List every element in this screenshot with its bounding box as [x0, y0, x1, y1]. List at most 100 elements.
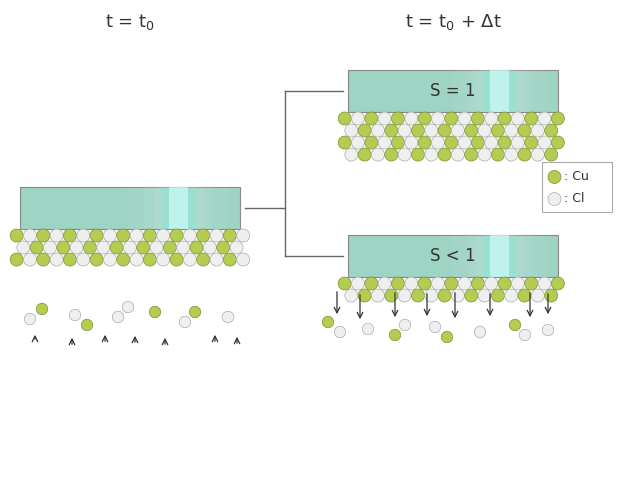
- Circle shape: [431, 277, 444, 290]
- Bar: [452, 235, 546, 277]
- Bar: [20, 187, 240, 229]
- Circle shape: [358, 124, 371, 137]
- Bar: [112, 187, 244, 229]
- Bar: [169, 187, 188, 229]
- Circle shape: [365, 277, 378, 290]
- Circle shape: [190, 241, 203, 254]
- Text: S < 1: S < 1: [430, 247, 476, 265]
- Circle shape: [538, 112, 551, 125]
- Circle shape: [451, 124, 465, 137]
- Circle shape: [385, 124, 398, 137]
- Circle shape: [170, 253, 183, 266]
- Circle shape: [398, 148, 411, 161]
- Circle shape: [458, 112, 471, 125]
- Circle shape: [143, 229, 156, 242]
- Circle shape: [217, 241, 230, 254]
- Circle shape: [538, 136, 551, 149]
- Circle shape: [150, 306, 161, 318]
- Circle shape: [445, 136, 458, 149]
- Circle shape: [43, 241, 56, 254]
- Circle shape: [179, 316, 191, 328]
- Circle shape: [184, 229, 197, 242]
- Circle shape: [509, 319, 521, 331]
- Bar: [129, 187, 228, 229]
- Circle shape: [338, 277, 351, 290]
- Circle shape: [24, 313, 36, 325]
- Bar: [413, 235, 586, 277]
- Circle shape: [10, 229, 23, 242]
- Text: : Cu: : Cu: [564, 170, 589, 184]
- Bar: [348, 235, 558, 277]
- Bar: [436, 70, 562, 112]
- Bar: [489, 70, 509, 112]
- Circle shape: [150, 241, 163, 254]
- Circle shape: [17, 241, 30, 254]
- Circle shape: [472, 112, 485, 125]
- Circle shape: [365, 136, 378, 149]
- Circle shape: [412, 124, 425, 137]
- Circle shape: [10, 253, 23, 266]
- Circle shape: [498, 112, 511, 125]
- Circle shape: [511, 277, 525, 290]
- Circle shape: [378, 136, 391, 149]
- Circle shape: [445, 277, 458, 290]
- Text: t = t$_0$: t = t$_0$: [105, 12, 155, 32]
- Circle shape: [505, 148, 518, 161]
- Circle shape: [358, 148, 371, 161]
- Circle shape: [391, 112, 404, 125]
- Circle shape: [478, 148, 491, 161]
- Bar: [468, 70, 531, 112]
- Circle shape: [391, 136, 404, 149]
- Circle shape: [544, 148, 557, 161]
- Circle shape: [110, 241, 123, 254]
- Text: t = t$_0$ + $\Delta$t: t = t$_0$ + $\Delta$t: [405, 12, 501, 32]
- Circle shape: [37, 229, 50, 242]
- Circle shape: [189, 306, 201, 318]
- Circle shape: [184, 253, 197, 266]
- Circle shape: [412, 289, 425, 302]
- Circle shape: [37, 253, 50, 266]
- Circle shape: [405, 136, 418, 149]
- Circle shape: [389, 329, 400, 341]
- Bar: [476, 70, 523, 112]
- Circle shape: [511, 136, 525, 149]
- Circle shape: [398, 124, 411, 137]
- Circle shape: [69, 309, 81, 321]
- Bar: [162, 187, 195, 229]
- Circle shape: [451, 289, 465, 302]
- Circle shape: [345, 148, 358, 161]
- Circle shape: [485, 112, 497, 125]
- Circle shape: [143, 253, 156, 266]
- Circle shape: [518, 148, 531, 161]
- Circle shape: [30, 241, 43, 254]
- Bar: [476, 235, 523, 277]
- Circle shape: [77, 253, 90, 266]
- Circle shape: [57, 241, 70, 254]
- Circle shape: [544, 289, 557, 302]
- Bar: [436, 235, 562, 277]
- Circle shape: [197, 253, 210, 266]
- Circle shape: [371, 124, 384, 137]
- Circle shape: [345, 289, 358, 302]
- Circle shape: [399, 319, 411, 331]
- Circle shape: [412, 148, 425, 161]
- Circle shape: [210, 253, 223, 266]
- Circle shape: [50, 229, 63, 242]
- Circle shape: [203, 241, 216, 254]
- Bar: [154, 187, 203, 229]
- Circle shape: [117, 229, 130, 242]
- Circle shape: [338, 136, 351, 149]
- Circle shape: [491, 148, 504, 161]
- Circle shape: [425, 148, 438, 161]
- Circle shape: [438, 289, 451, 302]
- Bar: [483, 70, 515, 112]
- Circle shape: [491, 124, 504, 137]
- Circle shape: [157, 229, 170, 242]
- Circle shape: [551, 136, 564, 149]
- Bar: [137, 187, 219, 229]
- Circle shape: [472, 277, 485, 290]
- Circle shape: [230, 241, 243, 254]
- Circle shape: [163, 241, 176, 254]
- Bar: [104, 187, 253, 229]
- Circle shape: [157, 253, 170, 266]
